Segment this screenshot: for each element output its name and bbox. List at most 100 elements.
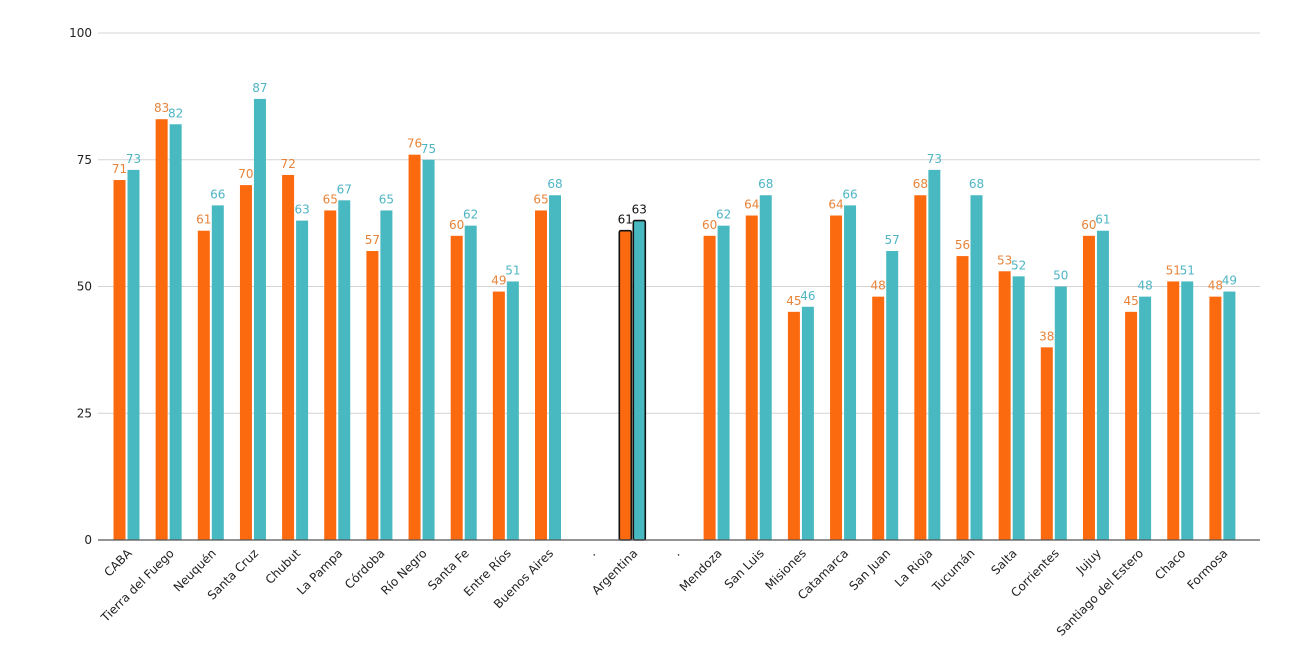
bar (535, 210, 547, 540)
bar (296, 220, 309, 540)
bar (1125, 311, 1138, 540)
bar (380, 210, 393, 540)
data-label: 57 (885, 233, 900, 247)
data-label: 61 (618, 213, 633, 227)
bar (998, 271, 1011, 540)
bar (1139, 296, 1152, 540)
bar (1096, 230, 1109, 541)
bar (127, 169, 140, 540)
data-labels: 7173838261667087726365675765767560624951… (112, 81, 1237, 343)
data-label: 71 (112, 162, 127, 176)
data-label: 60 (449, 218, 464, 232)
y-axis-ticks: 0 25 50 75 100 (69, 26, 92, 547)
data-label: 70 (238, 167, 253, 181)
data-label: 83 (154, 101, 169, 115)
data-label: 68 (758, 177, 773, 191)
x-category-label: CABA (101, 546, 135, 580)
bar (618, 229, 633, 541)
bar (1209, 296, 1222, 540)
bar (324, 210, 337, 540)
data-label: 60 (1081, 218, 1096, 232)
data-label: 66 (210, 187, 225, 201)
bar (549, 195, 561, 541)
data-label: 46 (800, 289, 815, 303)
data-label: 61 (196, 213, 211, 227)
bar (787, 311, 800, 540)
bar (830, 215, 843, 540)
y-tick-label: 100 (69, 26, 92, 40)
data-label: 53 (997, 253, 1012, 267)
x-category-label: Formosa (1184, 546, 1230, 592)
data-label: 64 (744, 198, 759, 212)
data-label: 50 (1053, 269, 1068, 283)
bar (1181, 281, 1194, 540)
data-label: 75 (421, 142, 436, 156)
x-category-label: La Pampa (294, 546, 345, 597)
bar (506, 281, 519, 540)
data-label: 65 (379, 192, 394, 206)
data-label: 76 (407, 137, 422, 151)
data-label: 62 (463, 208, 478, 222)
bar (886, 251, 899, 540)
data-label: 72 (280, 157, 295, 171)
data-label: 64 (828, 198, 843, 212)
x-category-label: Mendoza (677, 546, 725, 594)
bar (872, 296, 885, 540)
bar (1012, 276, 1025, 540)
data-label: 48 (1208, 279, 1223, 293)
data-label: 68 (547, 177, 562, 191)
data-label: 68 (913, 177, 928, 191)
y-tick-label: 25 (77, 406, 92, 420)
bar (1054, 286, 1067, 540)
data-label: 73 (126, 152, 141, 166)
bar (492, 291, 505, 540)
data-label: 68 (969, 177, 984, 191)
bar (717, 225, 730, 540)
bar (928, 169, 941, 540)
bar (801, 306, 814, 540)
bars (113, 98, 1236, 541)
bar (1167, 281, 1180, 540)
data-label: 51 (1180, 263, 1195, 277)
x-category-label: San Juan (846, 546, 893, 593)
data-label: 45 (786, 294, 801, 308)
x-category-label: . (670, 546, 683, 559)
data-label: 65 (533, 192, 548, 206)
bar (366, 251, 379, 540)
x-category-label: Jujuy (1073, 546, 1104, 577)
x-category-label: Argentina (589, 546, 640, 597)
data-label: 49 (491, 274, 506, 288)
data-label: 48 (1137, 279, 1152, 293)
data-label: 66 (842, 187, 857, 201)
data-label: 73 (927, 152, 942, 166)
bar (1040, 347, 1053, 540)
x-category-label: . (586, 546, 599, 559)
bar (155, 119, 168, 540)
x-category-label: La Rioja (892, 546, 936, 590)
bar (211, 205, 224, 540)
bar (844, 205, 857, 540)
data-label: 48 (871, 279, 886, 293)
bar (703, 235, 716, 541)
data-label: 38 (1039, 329, 1054, 343)
bar (450, 235, 463, 541)
bar (113, 180, 126, 540)
data-label: 61 (1095, 213, 1110, 227)
bar (745, 215, 758, 540)
data-label: 52 (1011, 258, 1026, 272)
bar (464, 225, 477, 540)
bar (253, 98, 266, 540)
x-category-label: Chubut (263, 546, 304, 587)
x-category-label: San Luis (722, 546, 767, 591)
x-category-label: Río Negro (378, 546, 429, 597)
y-tick-label: 50 (77, 280, 92, 294)
data-label: 65 (323, 192, 338, 206)
bar (408, 154, 421, 540)
data-label: 62 (716, 208, 731, 222)
x-category-label: Chaco (1152, 546, 1188, 582)
data-label: 87 (252, 81, 267, 95)
data-label: 56 (955, 238, 970, 252)
data-label: 60 (702, 218, 717, 232)
